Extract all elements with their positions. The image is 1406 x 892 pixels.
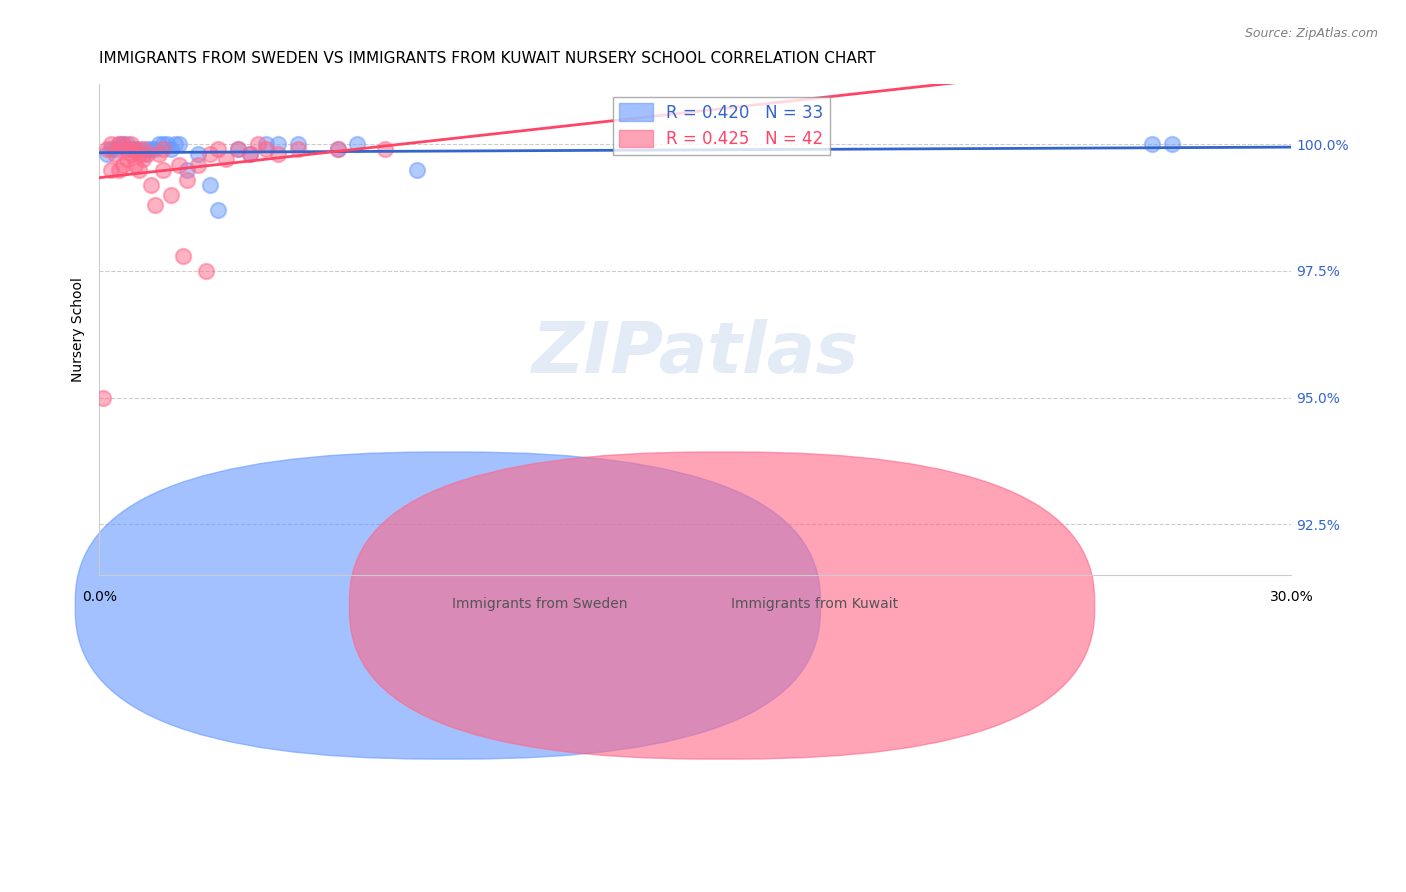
- Point: [156, 137, 179, 152]
- Point: [124, 142, 146, 156]
- Point: [287, 142, 309, 156]
- Point: [239, 147, 262, 161]
- Point: [1161, 137, 1184, 152]
- Point: [100, 142, 122, 156]
- Point: [346, 137, 368, 152]
- Point: [374, 142, 396, 156]
- Point: [215, 153, 238, 167]
- Point: [159, 188, 181, 202]
- FancyBboxPatch shape: [350, 452, 1095, 759]
- Point: [247, 137, 270, 152]
- Point: [239, 147, 262, 161]
- Point: [267, 147, 290, 161]
- Point: [267, 137, 290, 152]
- Point: [207, 203, 229, 218]
- Point: [111, 137, 134, 152]
- Point: [108, 137, 131, 152]
- Point: [326, 142, 349, 156]
- Y-axis label: Nursery School: Nursery School: [72, 277, 86, 382]
- Point: [104, 147, 127, 161]
- Point: [132, 147, 155, 161]
- Point: [96, 142, 118, 156]
- Point: [200, 147, 222, 161]
- Point: [132, 142, 155, 156]
- Point: [254, 137, 277, 152]
- Point: [143, 142, 166, 156]
- Point: [159, 142, 181, 156]
- Point: [91, 391, 114, 405]
- Point: [128, 142, 150, 156]
- Point: [111, 157, 134, 171]
- Text: Immigrants from Kuwait: Immigrants from Kuwait: [731, 598, 898, 611]
- Point: [148, 147, 170, 161]
- Point: [326, 142, 349, 156]
- Point: [96, 147, 118, 161]
- Text: 0.0%: 0.0%: [82, 590, 117, 604]
- Text: Source: ZipAtlas.com: Source: ZipAtlas.com: [1244, 27, 1378, 40]
- FancyBboxPatch shape: [76, 452, 821, 759]
- Text: ZIPatlas: ZIPatlas: [531, 319, 859, 388]
- Text: IMMIGRANTS FROM SWEDEN VS IMMIGRANTS FROM KUWAIT NURSERY SCHOOL CORRELATION CHAR: IMMIGRANTS FROM SWEDEN VS IMMIGRANTS FRO…: [100, 51, 876, 66]
- Point: [108, 137, 131, 152]
- Point: [128, 162, 150, 177]
- Point: [176, 162, 198, 177]
- Point: [195, 264, 218, 278]
- Legend: R = 0.420   N = 33, R = 0.425   N = 42: R = 0.420 N = 33, R = 0.425 N = 42: [613, 96, 830, 154]
- Point: [207, 142, 229, 156]
- Point: [406, 162, 429, 177]
- Point: [176, 173, 198, 187]
- Point: [108, 162, 131, 177]
- Point: [100, 162, 122, 177]
- Point: [124, 142, 146, 156]
- Point: [163, 137, 186, 152]
- Text: 30.0%: 30.0%: [1270, 590, 1313, 604]
- Point: [139, 142, 162, 156]
- Point: [120, 147, 142, 161]
- Point: [254, 142, 277, 156]
- Point: [167, 137, 190, 152]
- Point: [143, 198, 166, 212]
- Point: [111, 137, 134, 152]
- Point: [120, 137, 142, 152]
- Point: [132, 153, 155, 167]
- Point: [1142, 137, 1164, 152]
- Point: [115, 142, 138, 156]
- Point: [120, 142, 142, 156]
- Point: [200, 178, 222, 192]
- Point: [115, 153, 138, 167]
- Point: [226, 142, 249, 156]
- Text: Immigrants from Sweden: Immigrants from Sweden: [453, 598, 628, 611]
- Point: [152, 137, 174, 152]
- Point: [152, 142, 174, 156]
- Point: [124, 157, 146, 171]
- Point: [139, 178, 162, 192]
- Point: [172, 249, 194, 263]
- Point: [148, 137, 170, 152]
- Point: [128, 147, 150, 161]
- Point: [187, 147, 209, 161]
- Point: [100, 137, 122, 152]
- Point: [135, 147, 157, 161]
- Point: [226, 142, 249, 156]
- Point: [135, 142, 157, 156]
- Point: [167, 157, 190, 171]
- Point: [187, 157, 209, 171]
- Point: [287, 137, 309, 152]
- Point: [152, 162, 174, 177]
- Point: [115, 137, 138, 152]
- Point: [104, 142, 127, 156]
